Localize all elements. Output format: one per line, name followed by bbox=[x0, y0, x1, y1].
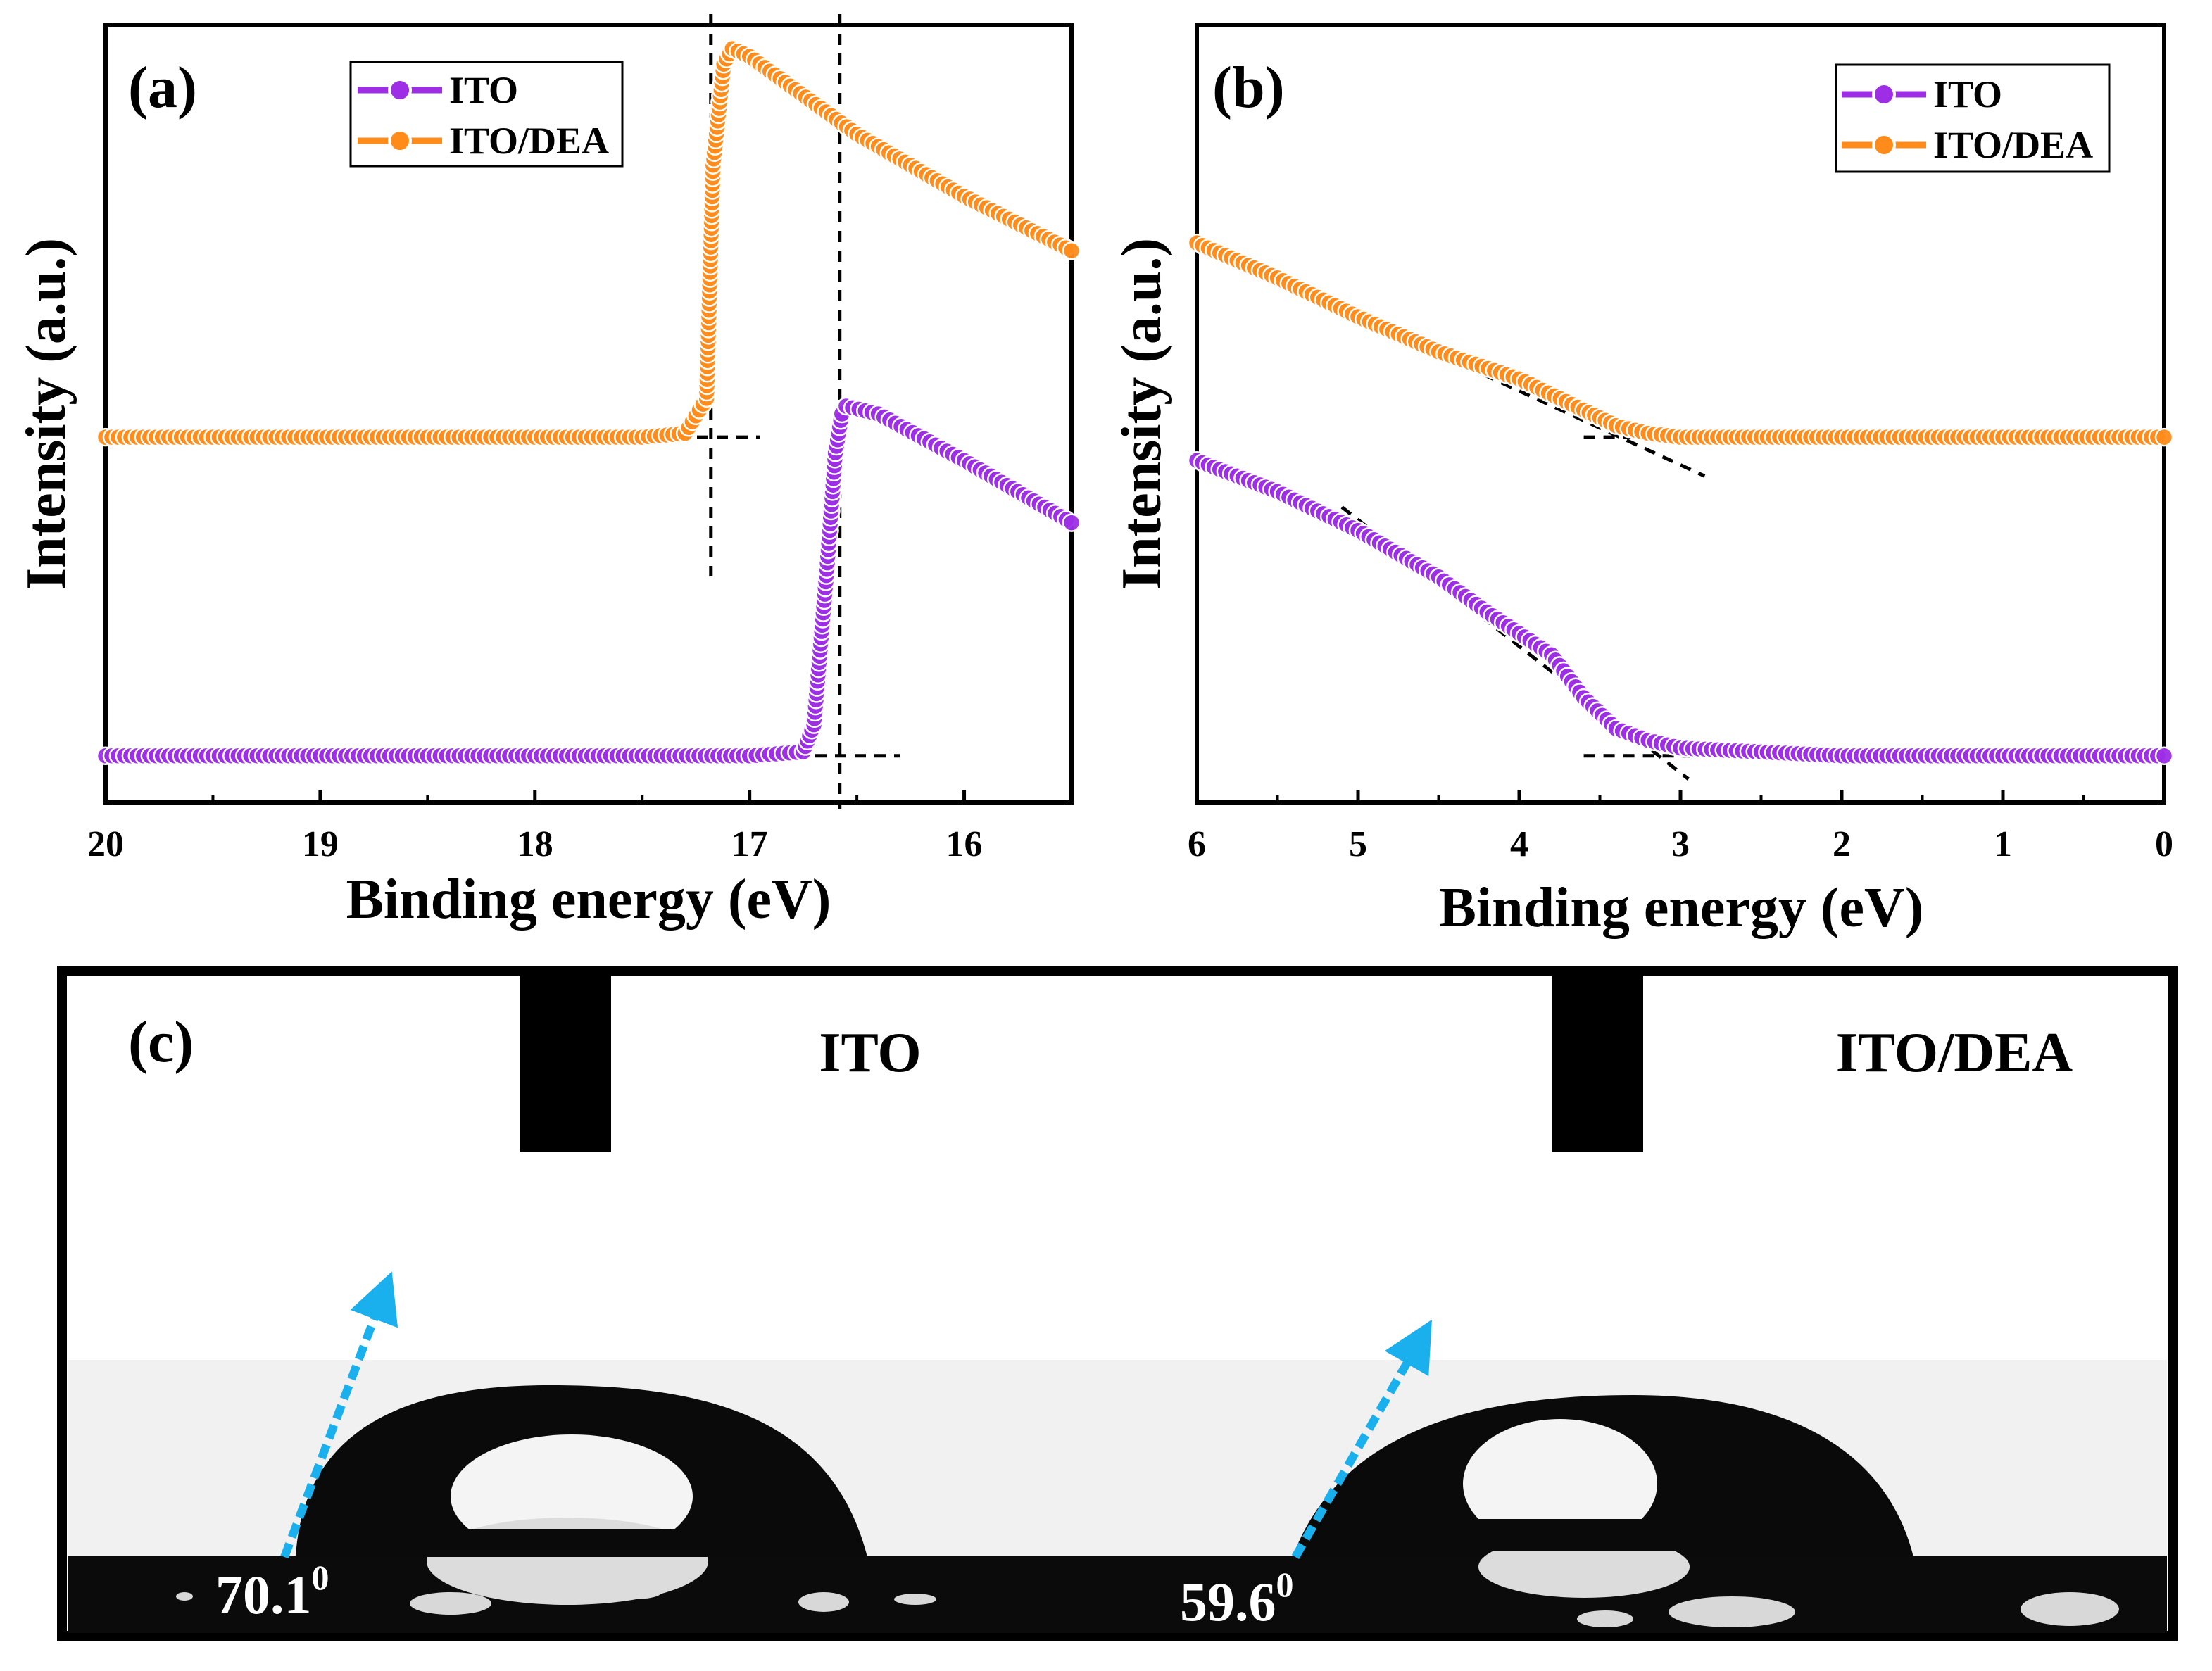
substrate-ito bbox=[68, 1556, 2167, 1633]
panel-a-legend: ITO ITO/DEA bbox=[349, 61, 624, 168]
panel-a-ticks: 20 19 18 17 16 bbox=[87, 790, 983, 864]
panel-b-xlabel: Binding energy (eV) bbox=[1439, 877, 1924, 939]
panel-b-ticks: 6 5 4 3 2 1 0 bbox=[1188, 790, 2173, 864]
panel-c: (c) ITO ITO/DEA 70.10 59.60 bbox=[57, 966, 2178, 1641]
reflection-spot bbox=[410, 1592, 491, 1615]
panel-a-xtick-label: 19 bbox=[302, 824, 339, 864]
panel-a-xtick-label: 20 bbox=[87, 824, 124, 864]
panel-b-series-ito-point bbox=[2154, 746, 2174, 766]
panel-b-xtick-label: 1 bbox=[1994, 824, 2012, 864]
reflection-spot bbox=[894, 1594, 936, 1605]
panel-a-xtick-label: 16 bbox=[946, 824, 983, 864]
syringe-needle-ito-dea bbox=[1552, 976, 1643, 1152]
reflection-spot bbox=[1577, 1610, 1633, 1627]
panel-b-ylabel: Intensity (a.u.) bbox=[1111, 238, 1173, 590]
sample-label-ito: ITO bbox=[819, 1022, 921, 1084]
panel-c-label: (c) bbox=[128, 1009, 194, 1075]
panel-a-ylabel: Intensity (a.u.) bbox=[15, 238, 77, 590]
panel-b-xtick-label: 6 bbox=[1188, 824, 1206, 864]
panel-b-xtick-label: 5 bbox=[1349, 824, 1367, 864]
panel-b-series bbox=[1187, 233, 2174, 766]
syringe-needle-ito bbox=[520, 976, 611, 1152]
panel-b-series-ito-dea-point bbox=[2154, 427, 2174, 447]
panel-a-xtick-label: 18 bbox=[517, 824, 553, 864]
panel-a-label: (a) bbox=[128, 55, 197, 120]
panel-b-xtick-label: 2 bbox=[1833, 824, 1851, 864]
panel-a-legend-label-ito: ITO bbox=[449, 69, 518, 111]
panel-b-legend-label-ito: ITO bbox=[1933, 73, 2002, 115]
panel-b-legend: ITO ITO/DEA bbox=[1835, 63, 2111, 173]
droplet-ito-dea bbox=[1293, 1395, 1913, 1598]
panel-b-guide-line bbox=[1340, 505, 1690, 781]
panel-a-legend-label-ito-dea: ITO/DEA bbox=[449, 120, 609, 162]
panel-b-legend-label-ito-dea: ITO/DEA bbox=[1933, 124, 2093, 166]
reflection-spot bbox=[176, 1592, 193, 1601]
panel-a-xtick-label: 17 bbox=[731, 824, 768, 864]
droplet-ito-dea-highlight bbox=[1463, 1419, 1657, 1549]
panel-a-series-ito-point bbox=[1062, 513, 1081, 532]
panel-a-series bbox=[96, 39, 1081, 766]
droplet-ito-dea-waist bbox=[1450, 1519, 1676, 1551]
contact-angle-arrow-ito bbox=[280, 1271, 398, 1559]
panel-b-legend-marker-ito bbox=[1872, 82, 1896, 106]
panel-b-xtick-label: 4 bbox=[1510, 824, 1528, 864]
panel-a-legend-marker-ito bbox=[388, 78, 412, 102]
panel-a-xlabel: Binding energy (eV) bbox=[346, 869, 831, 931]
reflection-spot bbox=[1669, 1596, 1795, 1627]
reflection-spot bbox=[798, 1592, 849, 1612]
sample-label-ito-dea: ITO/DEA bbox=[1836, 1022, 2073, 1084]
droplet-ito-waist bbox=[422, 1529, 718, 1557]
droplet-ito bbox=[296, 1385, 867, 1605]
panel-b-label: (b) bbox=[1212, 55, 1285, 120]
contact-angle-value-ito-dea: 59.60 bbox=[1180, 1565, 1294, 1632]
panel-b-legend-marker-ito-dea bbox=[1872, 133, 1896, 157]
panel-b-xtick-label: 3 bbox=[1671, 824, 1690, 864]
panel-a: 20 19 18 17 16 (a) Binding energy (eV) Inten… bbox=[15, 14, 1081, 931]
contact-angle-value-ito: 70.10 bbox=[215, 1558, 329, 1625]
panel-b-xtick-label: 0 bbox=[2155, 824, 2173, 864]
panel-a-legend-marker-ito-dea bbox=[388, 129, 412, 153]
panel-b: 6 5 4 3 2 1 0 (b) Binding energy (eV) Intensit… bbox=[1111, 23, 2174, 939]
reflection-spot bbox=[2021, 1592, 2119, 1626]
panel-a-series-ito-dea-point bbox=[1062, 241, 1081, 260]
